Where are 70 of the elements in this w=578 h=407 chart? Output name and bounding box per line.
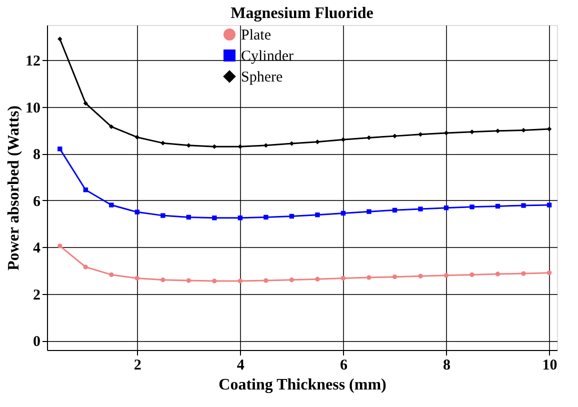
- point: [134, 276, 140, 281]
- point: [58, 244, 62, 248]
- x-axis-title: Coating Thickness (mm): [218, 376, 386, 394]
- point: [470, 204, 474, 210]
- point: [546, 202, 552, 208]
- x-tick-label: 8: [442, 358, 450, 374]
- point: [238, 278, 243, 284]
- point: [315, 276, 320, 282]
- point: [109, 124, 114, 130]
- point: [495, 204, 500, 209]
- point: [521, 128, 526, 133]
- point: [315, 140, 320, 144]
- point: [366, 209, 372, 214]
- y-tick-label: 10: [26, 100, 40, 116]
- point: [521, 203, 526, 208]
- point: [264, 143, 268, 148]
- point: [340, 210, 346, 216]
- point: [366, 135, 372, 140]
- point: [315, 212, 320, 218]
- legend-label: Sphere: [241, 70, 283, 86]
- y-tick-label: 2: [33, 287, 40, 304]
- y-tick-label: 8: [33, 147, 40, 164]
- y-tick-label: 12: [26, 54, 40, 70]
- point: [160, 213, 166, 218]
- point: [418, 132, 423, 137]
- point: [289, 214, 294, 219]
- point: [238, 216, 243, 220]
- point: [186, 214, 192, 220]
- x-tick-label: 2: [134, 358, 142, 374]
- y-tick-label: 6: [33, 194, 41, 210]
- point: [546, 270, 552, 276]
- point: [289, 278, 294, 282]
- point: [470, 130, 474, 134]
- point: [264, 278, 268, 283]
- point: [83, 264, 88, 270]
- point: [134, 210, 140, 214]
- point: [392, 274, 398, 280]
- point: [186, 278, 192, 283]
- point: [160, 278, 166, 282]
- point: [212, 216, 217, 220]
- point: [134, 134, 140, 140]
- point: [83, 100, 88, 106]
- point: [418, 274, 423, 278]
- point: [444, 205, 449, 210]
- point: [392, 208, 398, 213]
- point: [366, 275, 372, 280]
- legend-label: Plate: [241, 28, 272, 44]
- x-tick-label: 6: [340, 358, 348, 374]
- point: [160, 140, 166, 146]
- point: [418, 206, 423, 212]
- point: [212, 144, 217, 149]
- point: [212, 278, 217, 284]
- point: [58, 36, 62, 42]
- y-axis-title: Power absorbed (Watts): [6, 105, 22, 271]
- y-tick-label: 4: [33, 240, 41, 257]
- point: [109, 202, 114, 208]
- point: [444, 273, 449, 278]
- y-tick-label: 0: [33, 334, 40, 350]
- point: [521, 271, 526, 276]
- point: [340, 276, 346, 281]
- point: [109, 272, 114, 278]
- point: [83, 187, 88, 192]
- point: [340, 137, 346, 142]
- point: [470, 272, 474, 278]
- x-tick-label: 10: [542, 358, 558, 374]
- point: [495, 272, 500, 276]
- point: [58, 146, 62, 152]
- x-tick-label: 4: [236, 358, 245, 374]
- chart-title: Magnesium Fluoride: [230, 5, 374, 22]
- point: [264, 214, 268, 220]
